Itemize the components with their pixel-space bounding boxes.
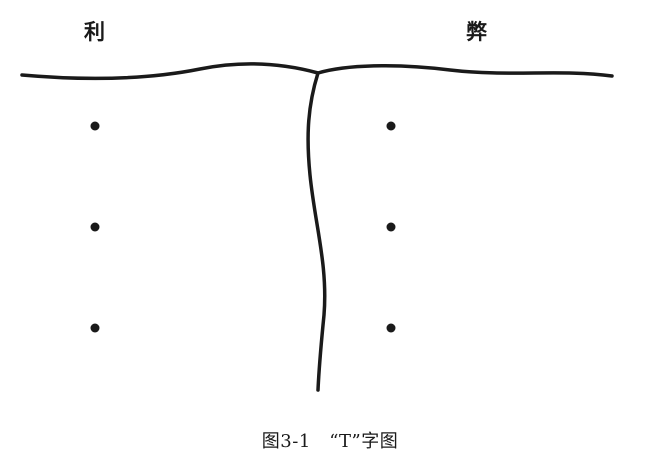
right-bullet-1 <box>386 121 396 131</box>
left-bullet-3 <box>90 323 100 333</box>
right-bullet-3 <box>386 323 396 333</box>
heading-pros: 利 <box>84 20 105 44</box>
figure-caption: 图3-1 “T”字图 <box>261 431 399 452</box>
right-bullet-2 <box>386 222 396 232</box>
left-bullet-2 <box>90 222 100 232</box>
t-chart-vertical-line <box>306 71 327 392</box>
left-bullet-1 <box>90 121 100 131</box>
heading-cons: 弊 <box>466 20 487 44</box>
